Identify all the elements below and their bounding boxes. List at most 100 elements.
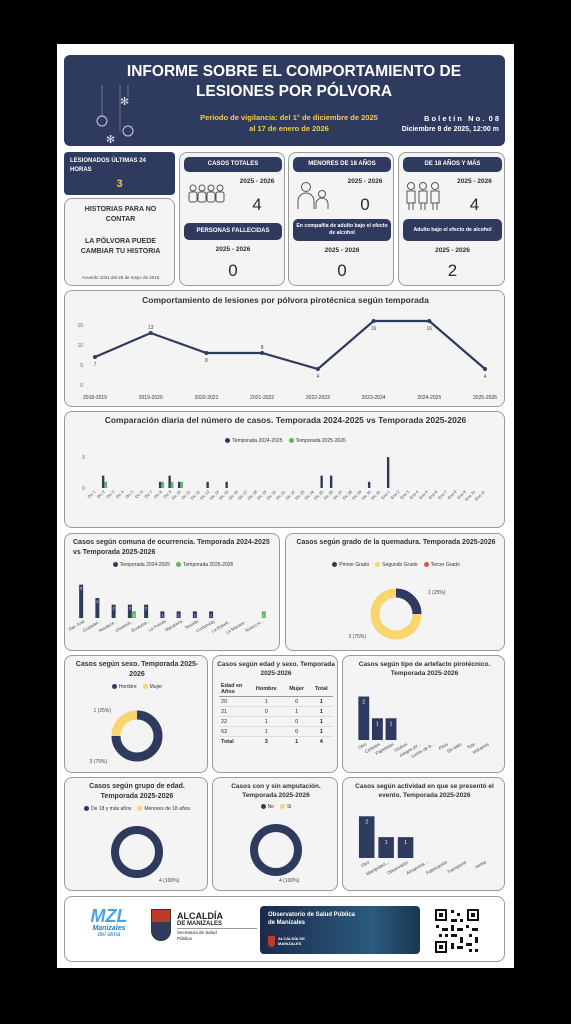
table-cell: 63 (219, 726, 249, 737)
legend-hombre: Hombre (111, 684, 137, 690)
adults-group-icon (406, 182, 440, 210)
season-data-point (483, 367, 487, 371)
table-cell: 1 (309, 706, 333, 717)
comuna-chart-title: Casos según comuna de ocurrencia. Tempor… (73, 539, 270, 556)
comuna-chart-card: Casos según comuna de ocurrencia. Tempor… (64, 533, 280, 651)
bar (397, 837, 414, 858)
kpi-adults-alcohol-season: 2025 - 2026 (435, 247, 470, 254)
comuna-bar (111, 604, 116, 618)
observatorio-banner: Observatorio de Salud Pública de Manizal… (260, 906, 420, 954)
artifact-chart-title: Casos según tipo de artefacto pirotécnic… (358, 661, 491, 677)
daily-bar (101, 475, 105, 488)
daily-bar (320, 475, 323, 488)
data-label: 3 (96, 599, 99, 604)
data-label: 1 (194, 612, 197, 617)
x-tick-label: 2024-2025 (417, 395, 441, 401)
table-header-cell[interactable]: Mujer (283, 682, 310, 697)
table-cell: 0 (283, 716, 310, 727)
x-tick-label: 2025-2026 (473, 395, 497, 401)
age-group-chart-title: Casos según grupo de edad. Temporada 202… (89, 783, 185, 800)
legend-segundo-grado: Segundo Grado (375, 562, 418, 568)
legend-tercer-grado: Tercer Grado (423, 562, 460, 568)
table-cell: 1 (309, 716, 333, 727)
y-tick-label: 5 (82, 455, 85, 461)
kpi-deaths-season: 2025 - 2026 (215, 246, 251, 253)
report-title: INFORME SOBRE EL COMPORTAMIENTO DE LESIO… (126, 63, 462, 100)
daily-bar (329, 475, 333, 488)
x-tick-label: Ene 2 (390, 489, 401, 500)
legend-2025-2026: Temporada 2025-2026 (176, 562, 233, 568)
y-tick-label: 10 (77, 343, 83, 349)
x-tick-label: 2022-2023 (306, 395, 330, 401)
footer-logos: MZL Manizales del alma ALCALDÍA DE MANIZ… (64, 896, 505, 962)
donut-data-label: 4 (100%) (159, 878, 180, 884)
last-24h-value: 3 (116, 178, 123, 190)
table-header-cell[interactable]: Edad en Años (219, 682, 249, 697)
data-label: 16 (371, 326, 377, 332)
table-cell: 1 (249, 726, 284, 737)
last-24h-card: LESIONADOS ÚLTIMAS 24 HORAS 3 (64, 152, 175, 195)
table-header-cell[interactable]: Hombre (249, 682, 284, 697)
daily-bar (180, 481, 183, 488)
kpi-minors-alcohol-season: 2025 - 2026 (324, 247, 360, 254)
season-data-point (371, 319, 376, 323)
x-tick-label: Ene 3 (399, 489, 410, 500)
table-row: 20 1 0 1 (219, 696, 333, 707)
kpi-minors-value: 0 (360, 195, 370, 214)
ornaments-icon: ✻ ✻ (96, 85, 134, 146)
season-data-point (427, 319, 432, 323)
data-label: 1 (263, 612, 266, 617)
age-sex-table: Edad en Años Hombre Mujer Total 20 1 0 1 21 0 1 1 22… (219, 682, 333, 746)
donut-data-label: 1 (25%) (428, 590, 446, 596)
donut-data-label: 4 (100%) (279, 878, 300, 884)
legend-si: Si (279, 804, 291, 810)
daily-bar (171, 481, 174, 488)
kpi-deaths-value: 0 (228, 261, 238, 280)
y-tick-label: 0 (82, 486, 85, 492)
comuna-bar (79, 584, 84, 618)
season-chart-title: Comportamiento de lesiones por pólvora p… (142, 295, 429, 305)
kpi-adults-title: DE 18 AÑOS Y MÁS (403, 157, 502, 172)
daily-bar (168, 475, 171, 488)
x-tick-label: Ene 9 (456, 489, 467, 500)
bulletin-sheet: ✻ ✻ INFORME SOBRE EL COMPORTAMIENTO DE L… (57, 44, 514, 968)
legend-no: No (260, 804, 274, 810)
data-label: 4 (484, 374, 487, 380)
table-cell: 22 (219, 716, 249, 727)
period-line-1: Periodo de vigilancia: del 1° de diciemb… (200, 113, 378, 122)
daily-chart-title: Comparación diaria del número de casos. … (104, 415, 467, 425)
data-label: 1 (210, 612, 213, 617)
table-cell: 1 (309, 696, 333, 707)
table-cell: 21 (219, 706, 249, 717)
x-tick-label: Almacena... (405, 860, 428, 876)
x-tick-label: 2020-2021 (194, 395, 218, 401)
data-label: 2 (113, 606, 116, 611)
data-label: 2 (145, 606, 148, 611)
donut-slice (395, 588, 422, 615)
data-label: 16 (427, 326, 433, 332)
observatorio-shield-icon (268, 936, 275, 947)
kpi-adults-season: 2025 - 2026 (457, 178, 492, 185)
mzl-logo-tagline: del alma (97, 932, 121, 938)
table-cell: 1 (249, 696, 284, 707)
table-cell: 0 (283, 696, 310, 707)
season-data-point (93, 355, 97, 359)
qr-code-icon[interactable] (433, 907, 481, 955)
table-cell: 1 (283, 706, 310, 717)
mzl-logo-text: MZL (90, 906, 128, 926)
data-label: 8 (205, 358, 208, 364)
bar (371, 718, 383, 740)
data-label: 7 (94, 362, 97, 368)
kpi-adults-card: DE 18 AÑOS Y MÁS 2025 - 2026 4 Adulto ba… (398, 152, 505, 286)
data-label: 1 (376, 721, 379, 727)
table-header-cell[interactable]: Total (309, 682, 333, 697)
table-cell: 1 (249, 716, 284, 727)
comuna-bar (127, 604, 132, 618)
daily-bar (177, 481, 181, 488)
daily-bar (104, 481, 107, 488)
x-tick-label: Ene 11 (474, 489, 487, 502)
x-tick-label: 2021-2022 (250, 395, 274, 401)
x-tick-label: Dic 1 (86, 489, 97, 500)
